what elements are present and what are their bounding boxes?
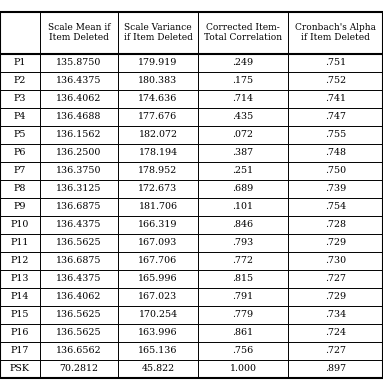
Text: .689: .689 — [232, 184, 254, 193]
Text: 165.996: 165.996 — [138, 274, 178, 283]
Text: 163.996: 163.996 — [138, 328, 178, 337]
Text: 172.673: 172.673 — [138, 184, 178, 193]
Text: 136.4062: 136.4062 — [56, 292, 102, 301]
Text: .815: .815 — [232, 274, 254, 283]
Text: .251: .251 — [232, 166, 254, 175]
Text: 174.636: 174.636 — [138, 94, 178, 103]
Text: PSK: PSK — [10, 364, 30, 373]
Text: 181.706: 181.706 — [138, 202, 178, 211]
Text: 136.4375: 136.4375 — [56, 220, 102, 229]
Text: P14: P14 — [11, 292, 29, 301]
Text: P16: P16 — [11, 328, 29, 337]
Text: 166.319: 166.319 — [138, 220, 178, 229]
Text: .435: .435 — [232, 112, 254, 121]
Text: 136.5625: 136.5625 — [56, 238, 102, 247]
Text: 136.1562: 136.1562 — [56, 130, 102, 139]
Text: 136.4375: 136.4375 — [56, 274, 102, 283]
Text: 170.254: 170.254 — [138, 310, 178, 319]
Text: .751: .751 — [325, 58, 346, 67]
Text: 136.4062: 136.4062 — [56, 94, 102, 103]
Text: .101: .101 — [232, 202, 254, 211]
Text: .779: .779 — [232, 310, 254, 319]
Text: .724: .724 — [325, 328, 346, 337]
Text: .072: .072 — [232, 130, 254, 139]
Text: P11: P11 — [11, 238, 29, 247]
Text: .755: .755 — [325, 130, 346, 139]
Text: 135.8750: 135.8750 — [56, 58, 102, 67]
Text: 177.676: 177.676 — [138, 112, 178, 121]
Text: 136.3750: 136.3750 — [56, 166, 102, 175]
Text: 180.383: 180.383 — [138, 76, 178, 85]
Text: Corrected Item-
Total Correlation: Corrected Item- Total Correlation — [204, 23, 282, 42]
Text: P6: P6 — [14, 148, 26, 157]
Text: 70.2812: 70.2812 — [59, 364, 98, 373]
Text: .728: .728 — [325, 220, 346, 229]
Text: 136.2500: 136.2500 — [56, 148, 102, 157]
Text: Scale Variance
if Item Deleted: Scale Variance if Item Deleted — [124, 23, 192, 42]
Text: 136.4375: 136.4375 — [56, 76, 102, 85]
Text: 167.706: 167.706 — [138, 256, 178, 265]
Text: .727: .727 — [325, 346, 346, 355]
Text: .772: .772 — [232, 256, 254, 265]
Text: .741: .741 — [325, 94, 346, 103]
Text: .791: .791 — [232, 292, 254, 301]
Text: .730: .730 — [325, 256, 346, 265]
Text: 136.5625: 136.5625 — [56, 310, 102, 319]
Text: .249: .249 — [232, 58, 254, 67]
Text: P1: P1 — [14, 58, 26, 67]
Text: .897: .897 — [325, 364, 346, 373]
Text: .734: .734 — [325, 310, 346, 319]
Text: 136.4688: 136.4688 — [56, 112, 102, 121]
Text: .750: .750 — [325, 166, 346, 175]
Text: .729: .729 — [325, 238, 346, 247]
Text: .793: .793 — [232, 238, 254, 247]
Text: P2: P2 — [14, 76, 26, 85]
Text: P4: P4 — [14, 112, 26, 121]
Text: 167.023: 167.023 — [138, 292, 178, 301]
Text: P17: P17 — [11, 346, 29, 355]
Text: 165.136: 165.136 — [138, 346, 178, 355]
Text: .739: .739 — [325, 184, 346, 193]
Text: .714: .714 — [232, 94, 254, 103]
Text: 136.6875: 136.6875 — [56, 202, 102, 211]
Text: 136.3125: 136.3125 — [56, 184, 102, 193]
Text: .727: .727 — [325, 274, 346, 283]
Text: .861: .861 — [232, 328, 254, 337]
Text: P9: P9 — [14, 202, 26, 211]
Text: P12: P12 — [11, 256, 29, 265]
Text: Scale Mean if
Item Deleted: Scale Mean if Item Deleted — [48, 23, 110, 42]
Text: .756: .756 — [232, 346, 254, 355]
Text: P8: P8 — [14, 184, 26, 193]
Text: P15: P15 — [11, 310, 29, 319]
Text: 179.919: 179.919 — [138, 58, 178, 67]
Text: 167.093: 167.093 — [138, 238, 178, 247]
Text: 182.072: 182.072 — [139, 130, 177, 139]
Text: 136.5625: 136.5625 — [56, 328, 102, 337]
Text: P3: P3 — [14, 94, 26, 103]
Text: P10: P10 — [11, 220, 29, 229]
Text: .747: .747 — [325, 112, 346, 121]
Text: 1.000: 1.000 — [229, 364, 257, 373]
Text: 178.952: 178.952 — [138, 166, 178, 175]
Text: .752: .752 — [325, 76, 346, 85]
Text: 178.194: 178.194 — [138, 148, 178, 157]
Text: .175: .175 — [232, 76, 254, 85]
Text: .387: .387 — [232, 148, 254, 157]
Text: 136.6875: 136.6875 — [56, 256, 102, 265]
Text: P13: P13 — [11, 274, 29, 283]
Text: .729: .729 — [325, 292, 346, 301]
Text: P5: P5 — [14, 130, 26, 139]
Text: 136.6562: 136.6562 — [56, 346, 102, 355]
Text: .748: .748 — [325, 148, 346, 157]
Text: .846: .846 — [232, 220, 254, 229]
Text: Cronbach's Alpha
if Item Deleted: Cronbach's Alpha if Item Deleted — [295, 23, 376, 42]
Text: .754: .754 — [325, 202, 346, 211]
Text: P7: P7 — [14, 166, 26, 175]
Text: 45.822: 45.822 — [141, 364, 175, 373]
